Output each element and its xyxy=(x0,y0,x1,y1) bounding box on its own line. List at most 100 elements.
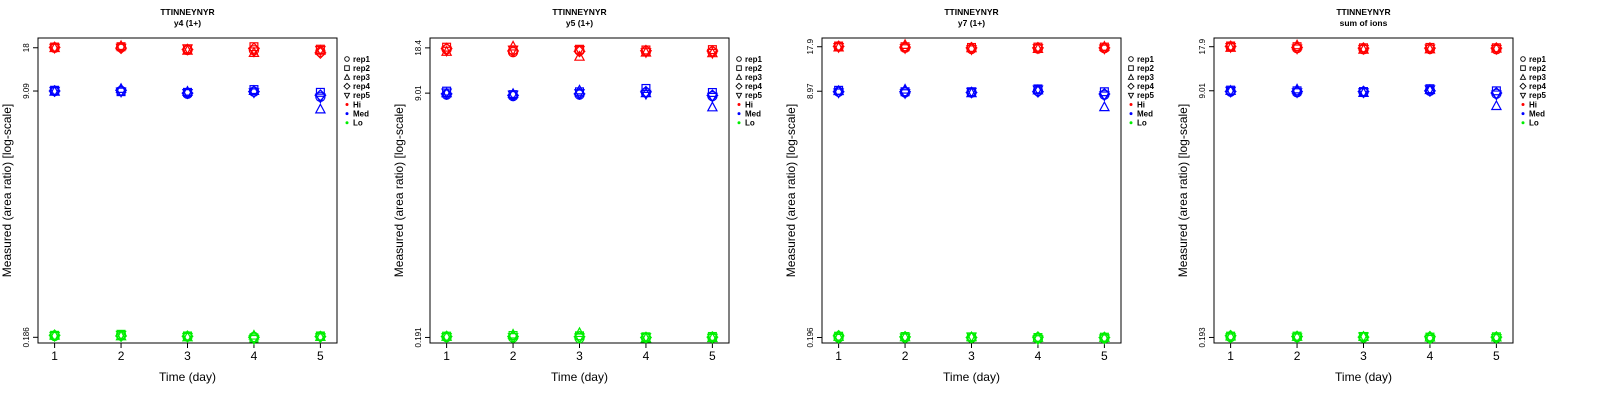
data-point-med-rep5 xyxy=(1098,91,1110,102)
data-point-hi-rep3 xyxy=(573,50,586,61)
data-point-lo-rep3 xyxy=(1225,330,1237,341)
data-point-hi-rep5 xyxy=(49,43,61,55)
legend-label-rep2: rep2 xyxy=(353,64,370,73)
data-point-med-rep5 xyxy=(1424,85,1436,96)
plot-area xyxy=(1213,37,1514,344)
legend-symbol-rep3 xyxy=(1127,73,1135,80)
data-point-med-rep3 xyxy=(706,101,718,112)
legend-dot-lo xyxy=(1521,121,1525,125)
legend-label-rep4: rep4 xyxy=(745,82,762,91)
data-point-hi-rep5 xyxy=(115,43,127,55)
y-tick-label: 0.186 xyxy=(22,327,31,348)
data-point-hi-rep5 xyxy=(181,44,194,55)
chart-title: TTINNEYNYR xyxy=(160,7,214,17)
legend-label-med: Med xyxy=(1529,109,1545,118)
legend-symbol-rep3 xyxy=(343,73,351,80)
data-point-hi-rep5 xyxy=(1291,44,1303,55)
x-axis-label: Time (day) xyxy=(1335,370,1392,384)
legend-symbol-rep4 xyxy=(1519,82,1527,90)
data-point-med-rep5 xyxy=(314,93,326,104)
data-point-med-rep5 xyxy=(573,89,586,100)
data-point-lo-rep5 xyxy=(573,333,586,344)
plot-area xyxy=(821,37,1122,344)
legend-symbol-rep1 xyxy=(1520,56,1526,62)
legend-dot-hi xyxy=(1521,103,1525,106)
data-point-lo-rep5 xyxy=(640,333,652,344)
data-point-med-rep5 xyxy=(181,89,194,100)
x-axis-label: Time (day) xyxy=(551,370,608,384)
data-point-lo-rep5 xyxy=(1357,332,1370,343)
legend-label-rep2: rep2 xyxy=(1529,64,1546,73)
legend-symbol-rep2 xyxy=(736,65,742,71)
data-point-lo-rep5 xyxy=(314,333,326,344)
x-tick-label: 3 xyxy=(576,349,583,363)
data-point-med-rep5 xyxy=(899,89,911,100)
legend-label-rep4: rep4 xyxy=(1529,82,1546,91)
legend-label-hi: Hi xyxy=(353,100,361,109)
data-point-med-rep2 xyxy=(707,87,717,98)
data-point-hi-rep5 xyxy=(1225,43,1237,54)
data-point-hi-rep5 xyxy=(1357,44,1370,56)
data-point-med-rep3 xyxy=(1098,100,1110,112)
x-tick-label: 2 xyxy=(510,349,517,363)
data-point-hi-rep5 xyxy=(1098,44,1110,55)
legend-label-rep2: rep2 xyxy=(1137,64,1154,73)
legend-dot-med xyxy=(737,112,741,116)
data-point-lo-rep3 xyxy=(1490,331,1502,342)
x-tick-label: 4 xyxy=(1427,349,1434,363)
data-point-med-rep5 xyxy=(1490,90,1502,101)
data-point-med-rep5 xyxy=(1225,86,1237,98)
legend-dot-hi xyxy=(345,103,349,106)
data-point-hi-rep5 xyxy=(1424,44,1436,55)
data-point-med-rep5 xyxy=(441,88,453,99)
y-tick-label: 9.09 xyxy=(22,83,31,99)
x-axis-label: Time (day) xyxy=(943,370,1000,384)
legend-label-rep4: rep4 xyxy=(1137,82,1154,91)
x-tick-label: 5 xyxy=(709,349,716,363)
data-point-lo-rep5 xyxy=(706,333,718,345)
x-tick-label: 4 xyxy=(251,349,258,363)
legend-label-rep1: rep1 xyxy=(1529,55,1546,64)
legend-symbol-rep2 xyxy=(1520,65,1526,71)
data-point-med-rep5 xyxy=(248,88,260,99)
legend-symbol-rep3 xyxy=(1519,73,1527,80)
data-point-hi-rep5 xyxy=(833,43,845,54)
data-point-med-rep5 xyxy=(49,86,61,98)
legend-label-rep5: rep5 xyxy=(745,91,762,100)
data-point-hi-rep3 xyxy=(965,41,978,53)
y-tick-label: 9.01 xyxy=(1198,82,1207,98)
chart-title: TTINNEYNYR xyxy=(552,7,606,17)
y-axis-label: Measured (area ratio) [log-scale] xyxy=(0,104,14,277)
data-point-lo-rep5 xyxy=(115,330,127,342)
legend-label-rep3: rep3 xyxy=(745,73,762,82)
y-tick-label: 8.97 xyxy=(806,83,815,99)
chart-subtitle: y4 (1+) xyxy=(174,18,201,28)
data-point-lo-rep5 xyxy=(181,332,194,344)
plot-area xyxy=(37,37,338,344)
data-point-hi-rep5 xyxy=(640,48,652,59)
data-point-hi-rep5 xyxy=(441,46,453,58)
data-point-med-rep5 xyxy=(1032,85,1044,96)
data-point-lo-rep3 xyxy=(49,329,61,340)
data-point-med-rep3 xyxy=(1490,99,1502,111)
x-tick-label: 4 xyxy=(643,349,650,363)
x-tick-label: 2 xyxy=(1294,349,1301,363)
data-point-lo-rep5 xyxy=(49,331,61,343)
data-point-hi-rep1 xyxy=(248,45,260,56)
data-point-med-rep5 xyxy=(115,87,127,98)
x-tick-label: 1 xyxy=(51,349,58,363)
data-point-hi-rep5 xyxy=(1032,44,1044,55)
data-point-lo-rep5 xyxy=(1032,335,1044,346)
x-tick-label: 1 xyxy=(443,349,450,363)
data-point-med-rep3 xyxy=(314,103,326,114)
legend-label-lo: Lo xyxy=(1529,119,1539,128)
x-tick-label: 4 xyxy=(1035,349,1042,363)
legend-dot-lo xyxy=(345,121,349,125)
data-point-hi-rep5 xyxy=(706,48,718,60)
chart-title: TTINNEYNYR xyxy=(944,7,998,17)
data-point-med-rep2 xyxy=(315,87,325,97)
data-point-med-rep4 xyxy=(1031,85,1045,98)
legend-dot-med xyxy=(345,112,349,116)
